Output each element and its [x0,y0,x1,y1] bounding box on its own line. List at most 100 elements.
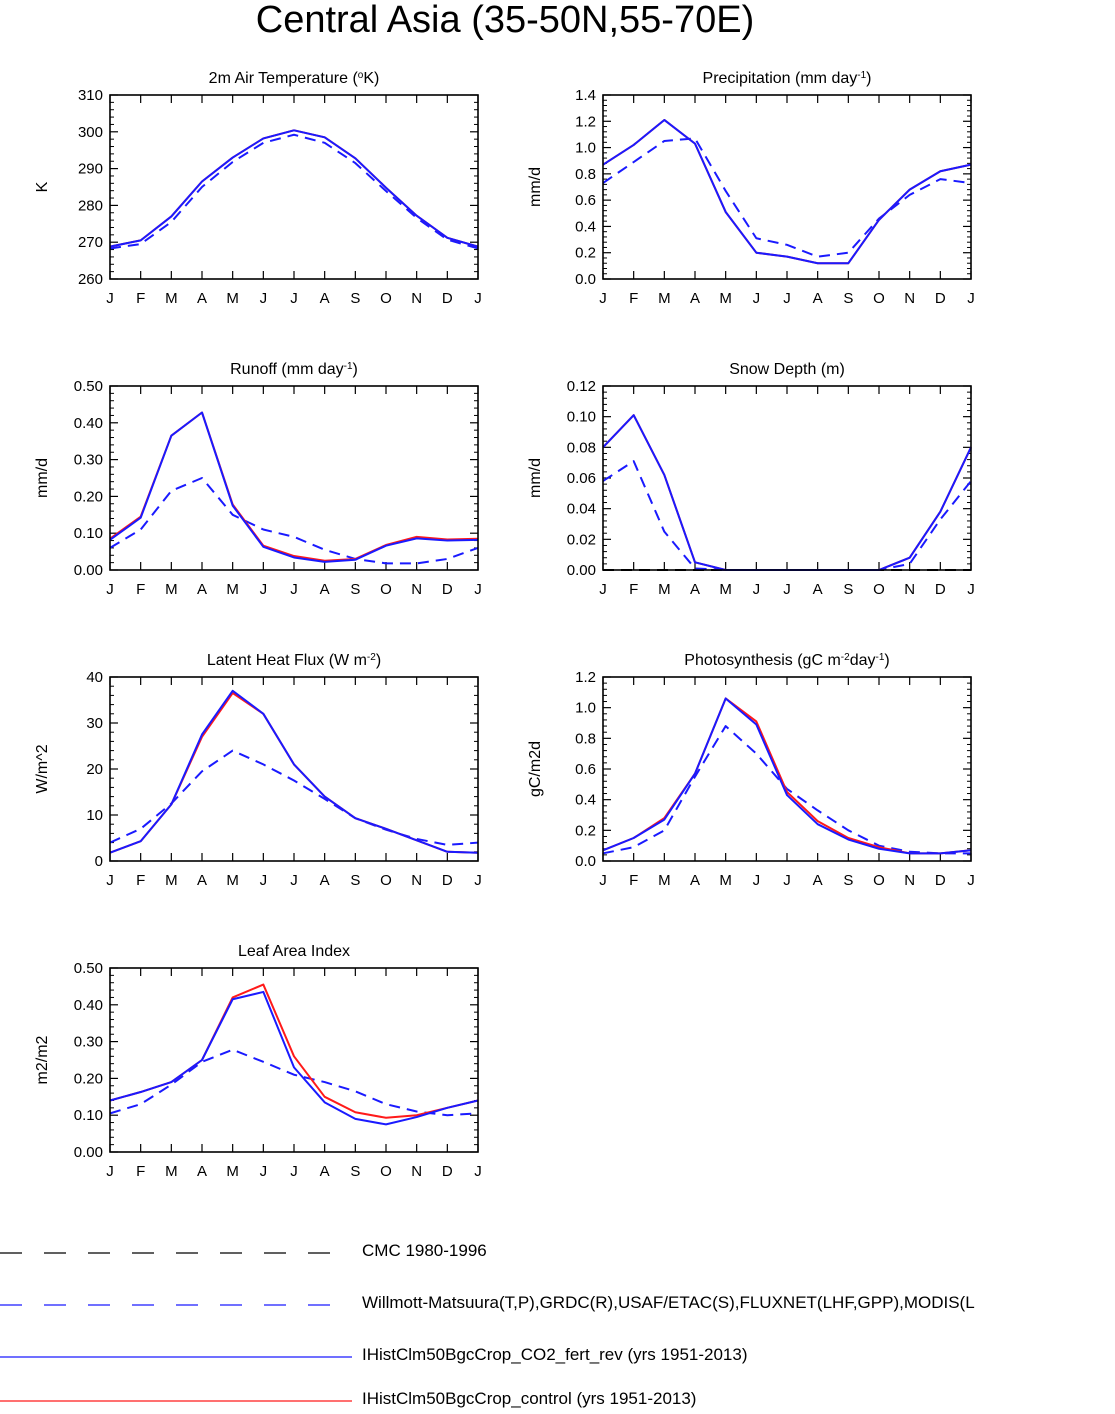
y-tick-label: 0.50 [74,960,103,977]
y-tick-label: 0.40 [74,415,103,432]
x-tick-label: O [873,872,885,889]
x-tick-label: J [783,290,791,307]
y-tick-label: 0.06 [567,470,596,487]
panel-photosynthesis-gc-m: Photosynthesis (gC m-2day-1) 0.0 0.2 0.4 0.6… [527,652,975,890]
series-line-control [602,118,972,265]
y-tick-label: 0.00 [74,562,103,579]
y-tick-label: 0.8 [575,730,596,747]
y-tick-label: 300 [78,124,103,141]
panel-2m-air-temperature-k: 2m Air Temperature (oK) 260 270 280 290 300 31… [34,70,482,308]
plot-frame [109,94,479,280]
y-tick-label: 0.10 [74,1107,103,1124]
y-tick-label: 0.30 [74,1034,103,1051]
y-tick-label: 0.20 [74,488,103,505]
x-tick-label: J [290,1163,298,1180]
panel-title: 2m Air Temperature (oK) [209,70,380,88]
x-tick-label: O [873,581,885,598]
x-tick-label: M [165,872,178,889]
legend-line-control [0,1400,352,1402]
x-tick-label: N [904,290,915,307]
figure-panels: 2m Air Temperature (oK)26027028029030031… [34,70,975,1181]
x-tick-label: J [290,872,298,889]
x-tick-label: D [935,581,946,598]
x-tick-label: A [197,1163,207,1180]
plot-frame [109,676,479,862]
plot-frame [602,676,972,862]
x-tick-label: J [106,581,114,598]
x-tick-label: O [380,581,392,598]
x-tick-label: J [967,581,975,598]
x-tick-label: A [690,290,700,307]
x-tick-label: A [320,872,330,889]
x-tick-label: M [226,1163,239,1180]
x-tick-label: J [106,1163,114,1180]
x-tick-label: N [411,1163,422,1180]
x-tick-label: A [690,581,700,598]
y-tick-label: 0.50 [74,378,103,395]
x-tick-label: D [935,290,946,307]
y-axis-label: K [34,181,51,192]
series-line-control [109,129,479,248]
y-tick-label: 1.2 [575,669,596,686]
x-tick-label: F [629,581,638,598]
y-tick-label: 270 [78,234,103,251]
x-tick-label: J [290,581,298,598]
x-tick-label: M [165,290,178,307]
y-tick-label: 0.6 [575,192,596,209]
x-tick-label: M [165,581,178,598]
x-tick-label: M [658,581,671,598]
y-tick-label: 0.30 [74,452,103,469]
x-tick-label: D [442,872,453,889]
panel-title: Precipitation (mm day-1) [703,70,872,88]
y-tick-label: 1.2 [575,113,596,130]
x-tick-label: J [474,290,482,307]
y-tick-label: 1.4 [575,87,596,104]
y-axis-label: mm/d [34,458,51,498]
x-tick-label: J [967,290,975,307]
x-tick-label: J [260,872,268,889]
x-tick-label: A [197,581,207,598]
x-tick-label: M [719,872,732,889]
y-tick-label: 0.08 [567,439,596,456]
series-line-obs [602,137,972,258]
y-tick-label: 0.2 [575,822,596,839]
x-tick-label: A [813,872,823,889]
x-tick-label: M [165,1163,178,1180]
series-line-control [109,983,479,1119]
series-line-co2 [602,697,972,855]
series-line-co2 [109,689,479,854]
panel-title: Latent Heat Flux (W m-2) [207,652,381,670]
x-tick-label: M [658,290,671,307]
y-tick-label: 260 [78,271,103,288]
series-line-obs [109,477,479,565]
x-tick-label: J [106,872,114,889]
series-line-control [109,692,479,854]
x-tick-label: D [935,872,946,889]
plot-frame [109,385,479,571]
x-tick-label: J [260,290,268,307]
series-line-control [602,697,972,855]
x-tick-label: S [350,290,360,307]
x-tick-label: J [290,290,298,307]
x-tick-label: A [320,581,330,598]
x-tick-label: D [442,1163,453,1180]
y-tick-label: 0.00 [74,1144,103,1161]
x-tick-label: J [753,581,761,598]
panel-runoff-mm-day: Runoff (mm day-1) 0.00 0.10 0.20 0.30 0.40 0.5… [34,361,482,599]
y-tick-label: 0.10 [567,409,596,426]
x-tick-label: M [719,581,732,598]
series-line-co2 [602,118,972,265]
y-tick-label: 0.02 [567,531,596,548]
y-tick-label: 0.40 [74,997,103,1014]
x-tick-label: J [599,581,607,598]
x-tick-label: S [843,290,853,307]
legend-label-cmc: CMC 1980-1996 [362,1241,487,1260]
legend-line-co2 [0,1356,352,1358]
series-line-obs [602,725,971,855]
x-tick-label: J [474,1163,482,1180]
series-line-co2 [109,129,479,248]
plot-frame [602,385,972,571]
x-tick-label: N [411,581,422,598]
x-tick-label: J [260,1163,268,1180]
legend-label-obs: Willmott-Matsuura(T,P),GRDC(R),USAF/ETAC… [362,1293,975,1312]
